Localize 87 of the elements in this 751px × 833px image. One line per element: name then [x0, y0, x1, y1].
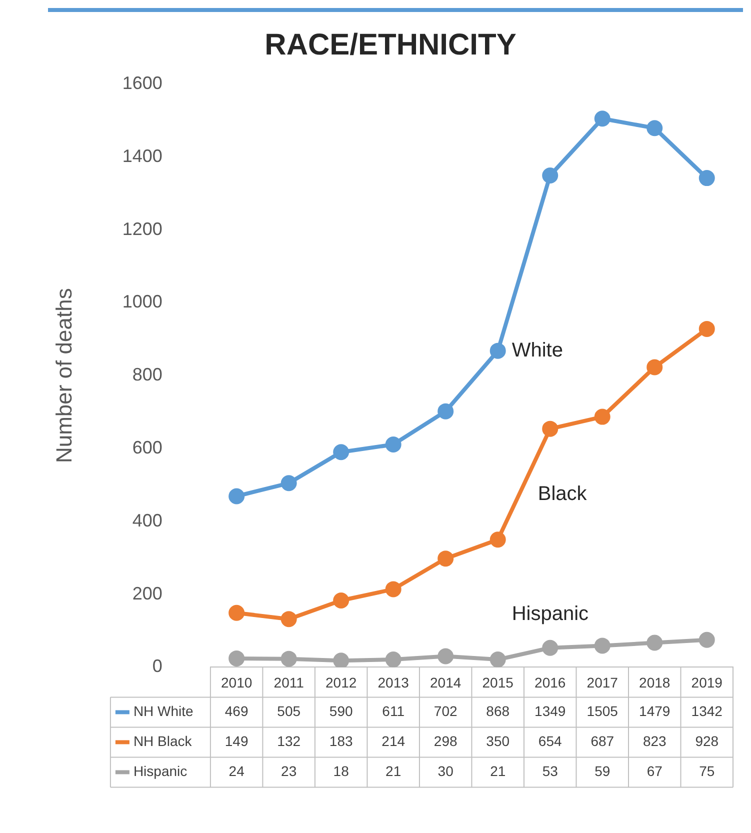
data-label: 214	[382, 733, 406, 750]
legend-label: NH Black	[133, 733, 193, 750]
x-tick-label: 2013	[378, 674, 410, 690]
x-tick-label: 2018	[639, 674, 670, 690]
point	[438, 550, 454, 567]
data-label: 30	[438, 763, 454, 780]
point	[280, 650, 297, 667]
y-tick-label: 600	[132, 437, 162, 458]
data-label: 702	[434, 703, 458, 720]
point	[228, 488, 245, 504]
data-label: 868	[486, 703, 510, 720]
data-label: 505	[277, 703, 301, 720]
point	[698, 170, 715, 186]
data-label: 132	[277, 733, 301, 750]
y-tick-label: 1000	[122, 292, 162, 312]
data-label: 350	[486, 733, 510, 750]
point	[594, 638, 610, 654]
x-tick-label: 2019	[691, 674, 723, 690]
point	[646, 120, 663, 136]
point	[228, 650, 245, 666]
data-label: 21	[490, 763, 506, 780]
point	[542, 167, 558, 184]
data-label: 149	[224, 733, 248, 750]
point	[698, 632, 715, 648]
point	[594, 110, 610, 127]
data-label: 611	[382, 703, 405, 720]
point	[542, 420, 558, 437]
point	[280, 611, 297, 628]
data-label: 23	[281, 763, 297, 780]
data-label: 1479	[639, 703, 670, 720]
point	[333, 652, 350, 668]
data-label: 654	[538, 733, 562, 750]
annotation: White	[512, 339, 563, 362]
data-label: 53	[542, 763, 558, 780]
data-label: 75	[699, 763, 715, 780]
point	[280, 475, 297, 492]
y-axis-title: Number of deaths	[51, 288, 76, 464]
data-label: 21	[386, 763, 402, 780]
x-tick-label: 2011	[274, 674, 304, 690]
point	[228, 604, 245, 621]
point	[333, 592, 350, 608]
data-label: 1342	[691, 703, 723, 720]
y-tick-label: 800	[132, 364, 162, 385]
point	[385, 436, 402, 452]
annotation: Black	[538, 483, 588, 506]
data-label: 59	[594, 763, 610, 780]
point	[646, 634, 663, 651]
legend-label: Hispanic	[133, 763, 188, 780]
data-label: 590	[329, 703, 353, 720]
x-tick-label: 2010	[220, 674, 252, 690]
x-tick-label: 2017	[586, 674, 618, 690]
point	[490, 652, 506, 668]
point	[385, 652, 402, 668]
point	[490, 342, 506, 359]
point	[438, 648, 454, 664]
data-label: 298	[434, 733, 458, 750]
data-label: 67	[646, 763, 663, 780]
legend-label: NH White	[133, 703, 194, 720]
y-tick-label: 400	[132, 510, 162, 530]
x-tick-label: 2015	[482, 674, 514, 690]
point	[333, 444, 350, 460]
data-label: 1349	[534, 703, 566, 720]
data-label: 823	[642, 733, 667, 750]
data-label: 687	[590, 733, 614, 750]
point	[438, 403, 454, 420]
data-label: 469	[224, 703, 248, 720]
x-tick-label: 2012	[326, 674, 357, 690]
y-tick-label: 0	[152, 656, 162, 676]
point	[542, 640, 558, 656]
y-tick-label: 1600	[122, 72, 162, 93]
point	[490, 532, 506, 548]
y-tick-label: 200	[132, 583, 162, 604]
y-tick-label: 1200	[122, 218, 162, 239]
x-tick-label: 2014	[430, 674, 462, 690]
data-label: 183	[329, 733, 353, 750]
data-label: 928	[695, 733, 719, 750]
point	[385, 581, 402, 598]
y-tick-label: 1400	[122, 146, 162, 166]
point	[646, 359, 663, 376]
data-label: 18	[333, 763, 350, 780]
point	[698, 320, 715, 337]
data-label: 1505	[586, 703, 618, 720]
annotation: Hispanic	[512, 603, 589, 626]
point	[594, 408, 610, 425]
chart-title: RACE/ETHNICITY	[264, 28, 516, 62]
x-tick-label: 2016	[534, 674, 566, 690]
data-label: 24	[228, 763, 245, 780]
